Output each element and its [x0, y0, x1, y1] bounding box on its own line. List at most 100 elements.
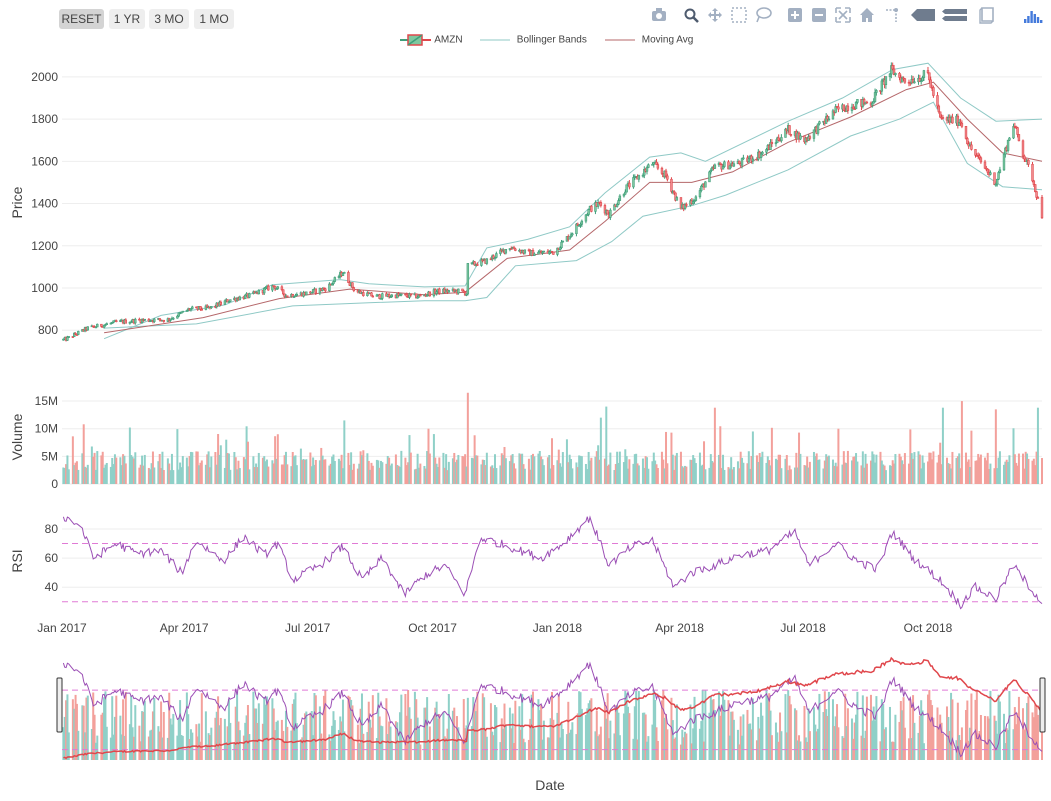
hover-compare-icon[interactable]	[942, 9, 967, 21]
slider-volume-bar	[1005, 728, 1008, 760]
bollinger-lower-line	[104, 101, 1043, 329]
candle-body	[533, 253, 536, 256]
zoom-out-icon[interactable]	[812, 8, 826, 22]
volume-bar	[565, 439, 568, 484]
candle-body	[814, 126, 817, 131]
pan-icon[interactable]	[708, 8, 722, 22]
candle-body	[647, 164, 650, 168]
volume-bar	[375, 459, 378, 484]
candle-body	[476, 264, 479, 266]
volume-bar	[595, 451, 598, 484]
plotly-logo-icon[interactable]	[1024, 11, 1043, 23]
candle-body	[861, 99, 865, 107]
volume-bar	[845, 463, 848, 484]
candle-body	[454, 290, 457, 292]
slider-volume-bar	[359, 708, 362, 760]
x-axis-title: Date	[535, 777, 565, 793]
range-button-1yr[interactable]: 1 YR	[109, 9, 145, 29]
autoscale-icon[interactable]	[835, 7, 851, 23]
volume-bar	[504, 458, 507, 484]
candle-body	[888, 73, 892, 77]
volume-bar	[841, 464, 844, 484]
spike-lines-icon[interactable]	[886, 8, 898, 22]
price-tick-label: 1000	[31, 281, 58, 295]
range-button-1mo[interactable]: 1 MO	[194, 9, 234, 29]
volume-bar	[732, 467, 735, 484]
volume-bar	[94, 469, 97, 484]
volume-bar	[901, 460, 904, 484]
candle-body	[864, 101, 867, 105]
range-button-reset[interactable]: RESET	[59, 9, 104, 29]
candle-body	[176, 315, 179, 319]
slider-volume-bar	[1013, 707, 1016, 760]
candle-body	[474, 264, 478, 266]
volume-bar	[229, 469, 232, 484]
volume-bar	[210, 456, 213, 484]
slider-volume-bar	[815, 731, 818, 760]
slider-volume-bar	[502, 728, 505, 760]
volume-bar	[470, 457, 473, 484]
candle-body	[180, 311, 183, 314]
candle-body	[153, 318, 156, 322]
candle-body	[1012, 126, 1015, 139]
legend-item-amzn[interactable]: AMZN	[400, 33, 463, 47]
volume-bar	[586, 469, 589, 484]
hover-closest-icon[interactable]	[911, 9, 935, 21]
volume-bar	[512, 463, 515, 484]
volume-bar	[331, 456, 334, 484]
slider-volume-bar	[565, 734, 568, 760]
volume-bar	[206, 454, 209, 484]
candle-body	[253, 291, 256, 294]
candle-body	[558, 247, 562, 250]
slider-volume-bar	[122, 699, 125, 760]
volume-bar	[609, 452, 612, 484]
slider-volume-bar	[322, 695, 325, 760]
range-button-3mo[interactable]: 3 MO	[149, 9, 189, 29]
volume-bar	[519, 454, 522, 484]
zoom-icon[interactable]	[684, 8, 699, 23]
candle-body	[283, 293, 286, 297]
legend-item-moving-avg[interactable]: Moving Avg	[605, 33, 693, 47]
candle-body	[90, 325, 94, 328]
slider-volume-bar	[605, 718, 608, 760]
candle-body	[717, 162, 721, 166]
toggle-hover-icon[interactable]	[979, 7, 994, 24]
slider-volume-bar	[256, 722, 259, 760]
volume-bar	[396, 464, 399, 484]
box-select-icon[interactable]	[731, 7, 747, 23]
slider-volume-bar	[656, 740, 659, 760]
slider-volume-bar	[613, 733, 616, 760]
slider-volume-bar	[713, 710, 716, 760]
range-slider-handle-right[interactable]	[1039, 677, 1046, 733]
candle-body	[721, 166, 725, 170]
volume-bar	[446, 470, 449, 484]
slider-volume-bar	[82, 705, 85, 760]
slider-volume-bar	[635, 690, 638, 760]
candle-body	[700, 185, 703, 191]
legend-item-bollinger[interactable]: Bollinger Bands	[480, 33, 587, 47]
slider-volume-bar	[168, 692, 171, 760]
volume-bar	[389, 465, 392, 484]
slider-volume-bar	[225, 742, 228, 760]
zoom-in-icon[interactable]	[788, 8, 802, 22]
home-icon[interactable]	[860, 8, 874, 22]
candle-body	[758, 151, 761, 159]
volume-bar	[177, 469, 180, 484]
volume-bar	[367, 460, 370, 484]
range-slider-handle-left[interactable]	[56, 677, 63, 733]
slider-volume-bar	[139, 741, 142, 760]
candle-body	[189, 308, 193, 311]
candle-body	[313, 288, 316, 291]
slider-volume-bar	[531, 691, 534, 760]
volume-bar	[340, 454, 343, 484]
slider-volume-bar	[674, 737, 677, 760]
slider-volume-bar	[130, 695, 133, 760]
lasso-icon[interactable]	[756, 7, 772, 23]
camera-icon[interactable]	[652, 8, 666, 21]
candle-body	[170, 318, 174, 320]
slider-volume-bar	[514, 700, 517, 760]
candle-body	[975, 154, 979, 157]
volume-bar	[282, 464, 285, 484]
x-tick-label: Jul 2017	[285, 621, 331, 635]
